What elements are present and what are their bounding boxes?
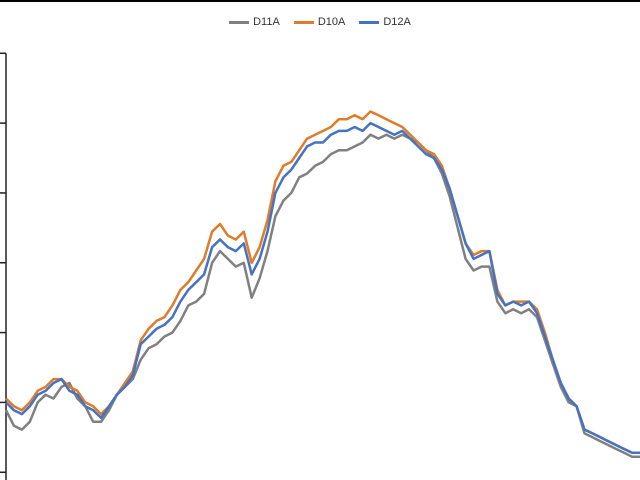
chart-top-border (0, 0, 640, 2)
legend-label-d11a: D11A (253, 16, 280, 28)
legend-swatch-d12a (359, 20, 380, 24)
legend-item-d11a: D11A (229, 16, 280, 28)
series-line-d11a (4, 133, 640, 458)
legend-item-d12a: D12A (359, 16, 411, 28)
series-line-d12a (5, 121, 640, 455)
legend-label-d12a: D12A (383, 16, 411, 28)
chart-legend: D11A D10A D12A (0, 16, 640, 28)
legend-swatch-d10a (293, 20, 314, 24)
legend-item-d10a: D10A (293, 16, 346, 28)
legend-swatch-d11a (229, 20, 250, 24)
legend-label-d10a: D10A (317, 16, 346, 28)
